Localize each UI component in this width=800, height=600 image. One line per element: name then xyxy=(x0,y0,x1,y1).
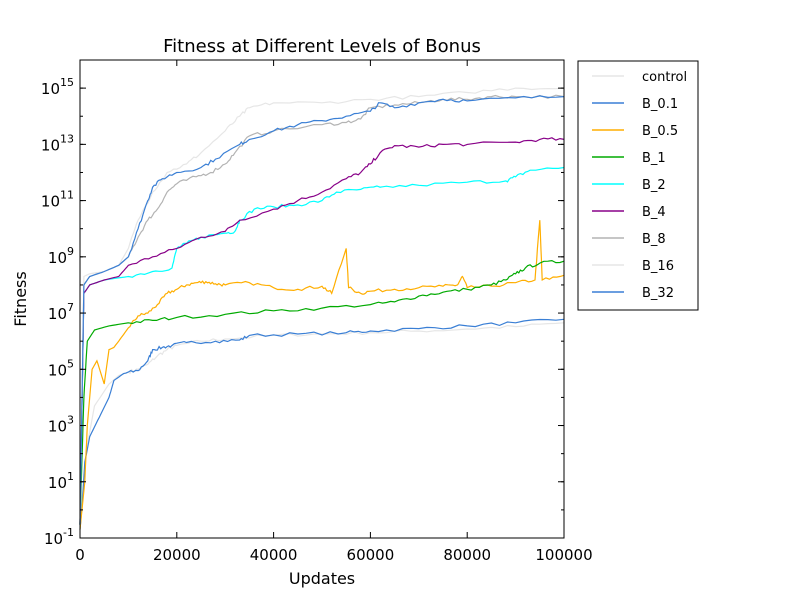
y-tick-label: 1013 xyxy=(41,132,74,154)
legend-frame xyxy=(577,60,699,311)
chart-title: Fitness at Different Levels of Bonus xyxy=(163,36,481,57)
y-tick-base: 10 xyxy=(48,361,67,379)
x-tick-label: 0 xyxy=(75,546,85,564)
y-tick-label: 103 xyxy=(48,414,74,436)
y-tick-label: 101 xyxy=(48,470,74,492)
y-tick-base: 10 xyxy=(41,193,60,211)
legend-entry-label: B_4 xyxy=(642,205,666,220)
y-tick-base: 10 xyxy=(48,305,67,323)
legend-entry-label: B_0.5 xyxy=(642,124,678,139)
series-line-b-1 xyxy=(79,259,565,525)
series-line-b-4 xyxy=(79,137,565,525)
y-tick-base: 10 xyxy=(48,418,67,436)
y-tick-base: 10 xyxy=(48,474,67,492)
y-tick-label: 105 xyxy=(48,357,74,379)
series-line-b-0-1 xyxy=(79,318,565,530)
y-tick-base: 10 xyxy=(41,80,60,98)
y-tick-base: 10 xyxy=(48,249,67,267)
x-tick-label: 20000 xyxy=(153,546,201,564)
y-tick-exponent: 13 xyxy=(60,132,74,145)
y-tick-exponent: 15 xyxy=(60,76,74,89)
y-tick-exponent: -1 xyxy=(63,526,74,539)
x-axis-label: Updates xyxy=(289,569,355,588)
y-tick-label: 1011 xyxy=(41,189,74,211)
y-tick-base: 10 xyxy=(41,136,60,154)
y-tick-exponent: 9 xyxy=(67,245,74,258)
legend-entry-label: B_2 xyxy=(642,178,666,193)
x-tick-label: 100000 xyxy=(535,546,592,564)
y-tick-exponent: 11 xyxy=(60,189,74,202)
legend-entry-label: B_1 xyxy=(642,151,666,166)
legend-entry-label: B_32 xyxy=(642,286,674,301)
y-tick-exponent: 1 xyxy=(67,470,74,483)
x-tick-label: 80000 xyxy=(443,546,491,564)
y-tick-exponent: 3 xyxy=(67,414,74,427)
legend-entry-label: B_0.1 xyxy=(642,97,678,112)
series-line-b-0-5 xyxy=(79,220,565,530)
x-tick-label: 60000 xyxy=(347,546,395,564)
y-tick-label: 107 xyxy=(48,301,74,323)
y-tick-exponent: 7 xyxy=(67,301,74,314)
series-line-control xyxy=(79,322,565,525)
x-axis-ticks: 0 20000 40000 60000 80000 100000 xyxy=(75,60,593,564)
legend-entry-label: control xyxy=(642,70,687,85)
series-line-b-32 xyxy=(79,95,565,525)
y-axis-label: Fitness xyxy=(11,271,30,326)
y-tick-base: 10 xyxy=(44,530,63,548)
legend-entry-label: B_16 xyxy=(642,259,674,274)
y-tick-label: 109 xyxy=(48,245,74,267)
series-layer xyxy=(79,87,565,530)
x-tick-label: 40000 xyxy=(250,546,298,564)
plot-frame xyxy=(79,59,565,539)
y-tick-exponent: 5 xyxy=(67,357,74,370)
legend: control B_0.1 B_0.5 B_1 B_2 B_4 B_8 B_16 B_32 xyxy=(577,60,699,311)
y-tick-label: 10-1 xyxy=(44,526,74,548)
series-line-b-2 xyxy=(79,166,565,525)
legend-entry-label: B_8 xyxy=(642,232,666,247)
y-tick-label: 1015 xyxy=(41,76,74,98)
